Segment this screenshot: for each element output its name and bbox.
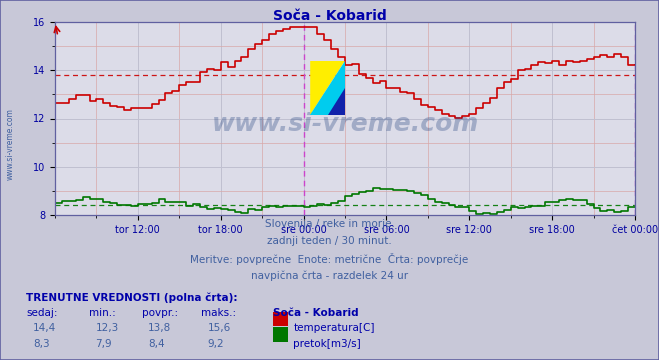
Text: Soča - Kobarid: Soča - Kobarid <box>273 307 359 318</box>
Text: 8,4: 8,4 <box>148 339 165 349</box>
Text: povpr.:: povpr.: <box>142 307 178 318</box>
Text: Soča - Kobarid: Soča - Kobarid <box>273 9 386 23</box>
Text: 12,3: 12,3 <box>96 323 119 333</box>
Text: min.:: min.: <box>89 307 116 318</box>
Text: TRENUTNE VREDNOSTI (polna črta):: TRENUTNE VREDNOSTI (polna črta): <box>26 293 238 303</box>
Text: 7,9: 7,9 <box>96 339 112 349</box>
Text: 8,3: 8,3 <box>33 339 49 349</box>
Text: temperatura[C]: temperatura[C] <box>293 323 375 333</box>
Text: zadnji teden / 30 minut.: zadnji teden / 30 minut. <box>267 236 392 246</box>
Text: navpična črta - razdelek 24 ur: navpična črta - razdelek 24 ur <box>251 270 408 281</box>
Text: sedaj:: sedaj: <box>26 307 58 318</box>
Polygon shape <box>310 60 345 114</box>
Text: www.si-vreme.com: www.si-vreme.com <box>212 112 478 136</box>
Text: Meritve: povprečne  Enote: metrične  Črta: povprečje: Meritve: povprečne Enote: metrične Črta:… <box>190 253 469 265</box>
Text: maks.:: maks.: <box>201 307 236 318</box>
Polygon shape <box>328 87 345 114</box>
Text: 9,2: 9,2 <box>208 339 224 349</box>
Text: Slovenija / reke in morje.: Slovenija / reke in morje. <box>264 219 395 229</box>
Text: pretok[m3/s]: pretok[m3/s] <box>293 339 361 349</box>
Text: 13,8: 13,8 <box>148 323 171 333</box>
Text: 15,6: 15,6 <box>208 323 231 333</box>
Text: www.si-vreme.com: www.si-vreme.com <box>5 108 14 180</box>
Text: 14,4: 14,4 <box>33 323 56 333</box>
Polygon shape <box>310 60 345 114</box>
